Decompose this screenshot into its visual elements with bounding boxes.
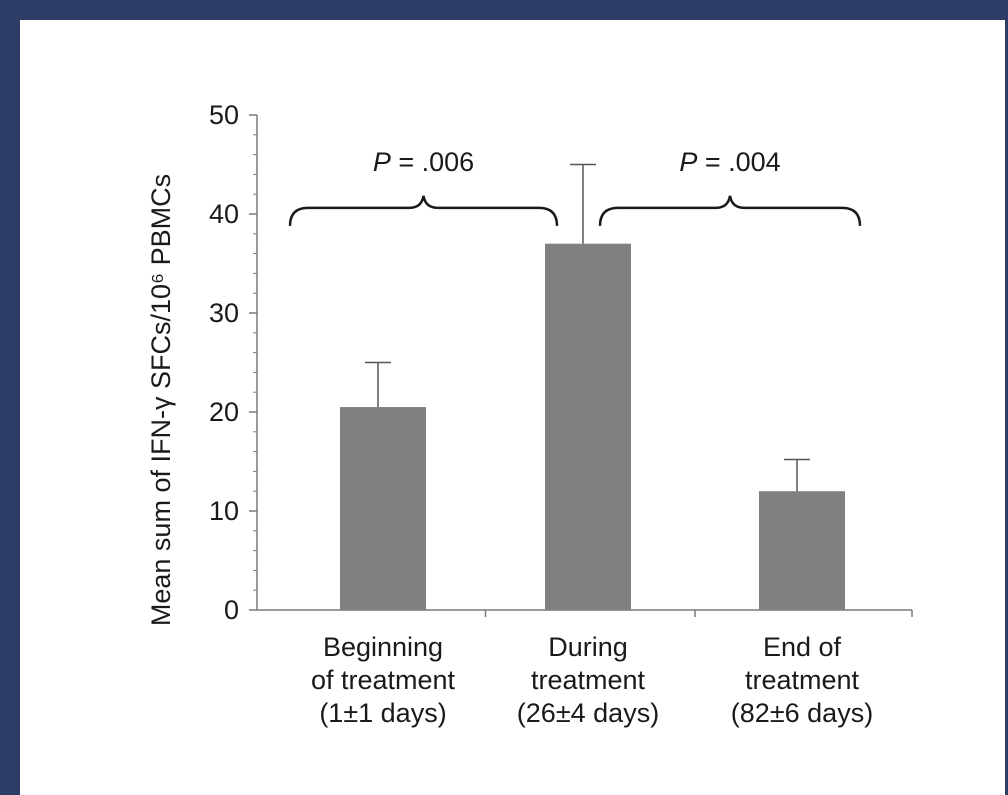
- y-tick-label: 50: [209, 100, 239, 130]
- category-labels: Beginning of treatment (1±1 days) During tre…: [311, 632, 873, 728]
- y-tick-label: 40: [209, 199, 239, 229]
- y-tick-label: 30: [209, 298, 239, 328]
- significance-brace: [288, 195, 559, 226]
- y-axis-label: Mean sum of IFN-γ SFCs/10⁶ PBMCs: [146, 174, 176, 626]
- chart-panel: 0 10 20 30 40 50 P = .006 P = .004 Beginning of…: [20, 20, 1005, 795]
- error-bars: [365, 163, 810, 492]
- category-label: During treatment (26±4 days): [517, 632, 659, 728]
- bars: [340, 243, 845, 610]
- category-label: End of treatment (82±6 days): [731, 632, 873, 728]
- bar-chart: 0 10 20 30 40 50 P = .006 P = .004 Beginning of…: [146, 100, 913, 728]
- significance-annotations: P = .006 P = .004: [288, 147, 862, 226]
- p-value-label: P = .006: [373, 147, 474, 177]
- bar: [759, 491, 845, 610]
- y-tick-label: 10: [209, 496, 239, 526]
- bar: [340, 407, 426, 610]
- p-value-label: P = .004: [679, 147, 780, 177]
- significance-brace: [598, 195, 862, 226]
- y-tick-label: 0: [224, 595, 239, 625]
- category-label: Beginning of treatment (1±1 days): [311, 632, 456, 728]
- bar: [545, 243, 631, 610]
- y-tick-label: 20: [209, 397, 239, 427]
